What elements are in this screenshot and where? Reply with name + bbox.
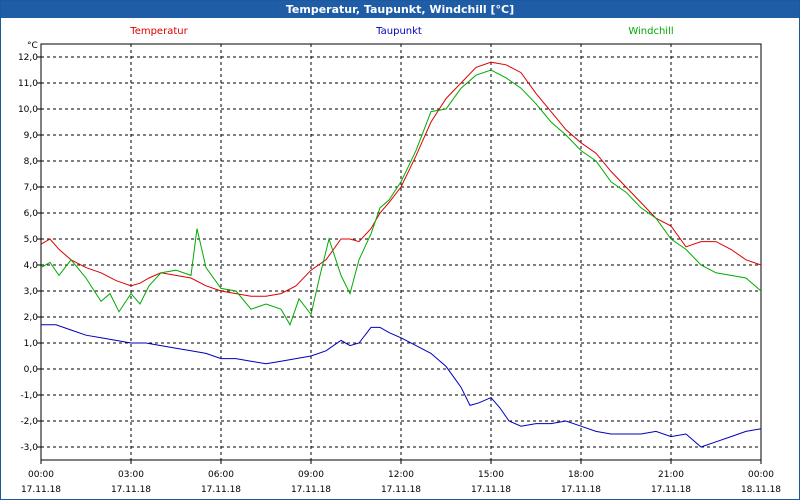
y-tick-label: -2,0 [20,417,38,427]
y-tick-label: 3,0 [24,287,39,297]
y-tick-label: 0,0 [24,365,39,375]
x-tick-date: 18.11.18 [741,485,781,495]
window-title: Temperatur, Taupunkt, Windchill [°C] [1,1,799,18]
x-tick-date: 17.11.18 [381,485,421,495]
y-tick-label: -1,0 [20,391,38,401]
x-tick-time: 06:00 [208,470,234,480]
y-tick-label: -3,0 [20,443,38,453]
x-tick-time: 00:00 [748,470,774,480]
x-tick-date: 17.11.18 [561,485,601,495]
x-tick-time: 03:00 [118,470,144,480]
x-tick-time: 21:00 [658,470,684,480]
x-tick-date: 17.11.18 [651,485,691,495]
y-tick-label: 12,0 [18,53,38,63]
x-tick-date: 17.11.18 [21,485,61,495]
x-tick-time: 15:00 [478,470,504,480]
x-tick-time: 18:00 [568,470,594,480]
x-tick-date: 17.11.18 [111,485,151,495]
x-tick-date: 17.11.18 [471,485,511,495]
y-tick-label: 1,0 [24,339,39,349]
y-tick-label: 4,0 [24,261,39,271]
series-line-temperatur [40,61,762,297]
y-tick-label: 5,0 [24,235,39,245]
y-tick-label: 11,0 [18,79,38,89]
x-tick-time: 09:00 [298,470,324,480]
x-tick-time: 00:00 [28,470,54,480]
y-tick-label: 10,0 [18,105,38,115]
x-tick-date: 17.11.18 [201,485,241,495]
y-tick-label: 7,0 [24,183,39,193]
plot-area [40,43,762,461]
y-tick-label: 8,0 [24,157,39,167]
x-tick-time: 12:00 [388,470,414,480]
y-tick-label: 6,0 [24,209,39,219]
series-line-taupunkt [41,324,762,448]
series-line-windchill [40,69,762,326]
y-axis-unit: °C [27,41,38,51]
legend-temperatur: Temperatur [129,26,188,37]
y-tick-label: 9,0 [24,131,39,141]
legend-windchill: Windchill [628,26,673,37]
x-tick-date: 17.11.18 [291,485,331,495]
legend-taupunkt: Taupunkt [375,26,422,37]
y-tick-label: 2,0 [24,313,39,323]
